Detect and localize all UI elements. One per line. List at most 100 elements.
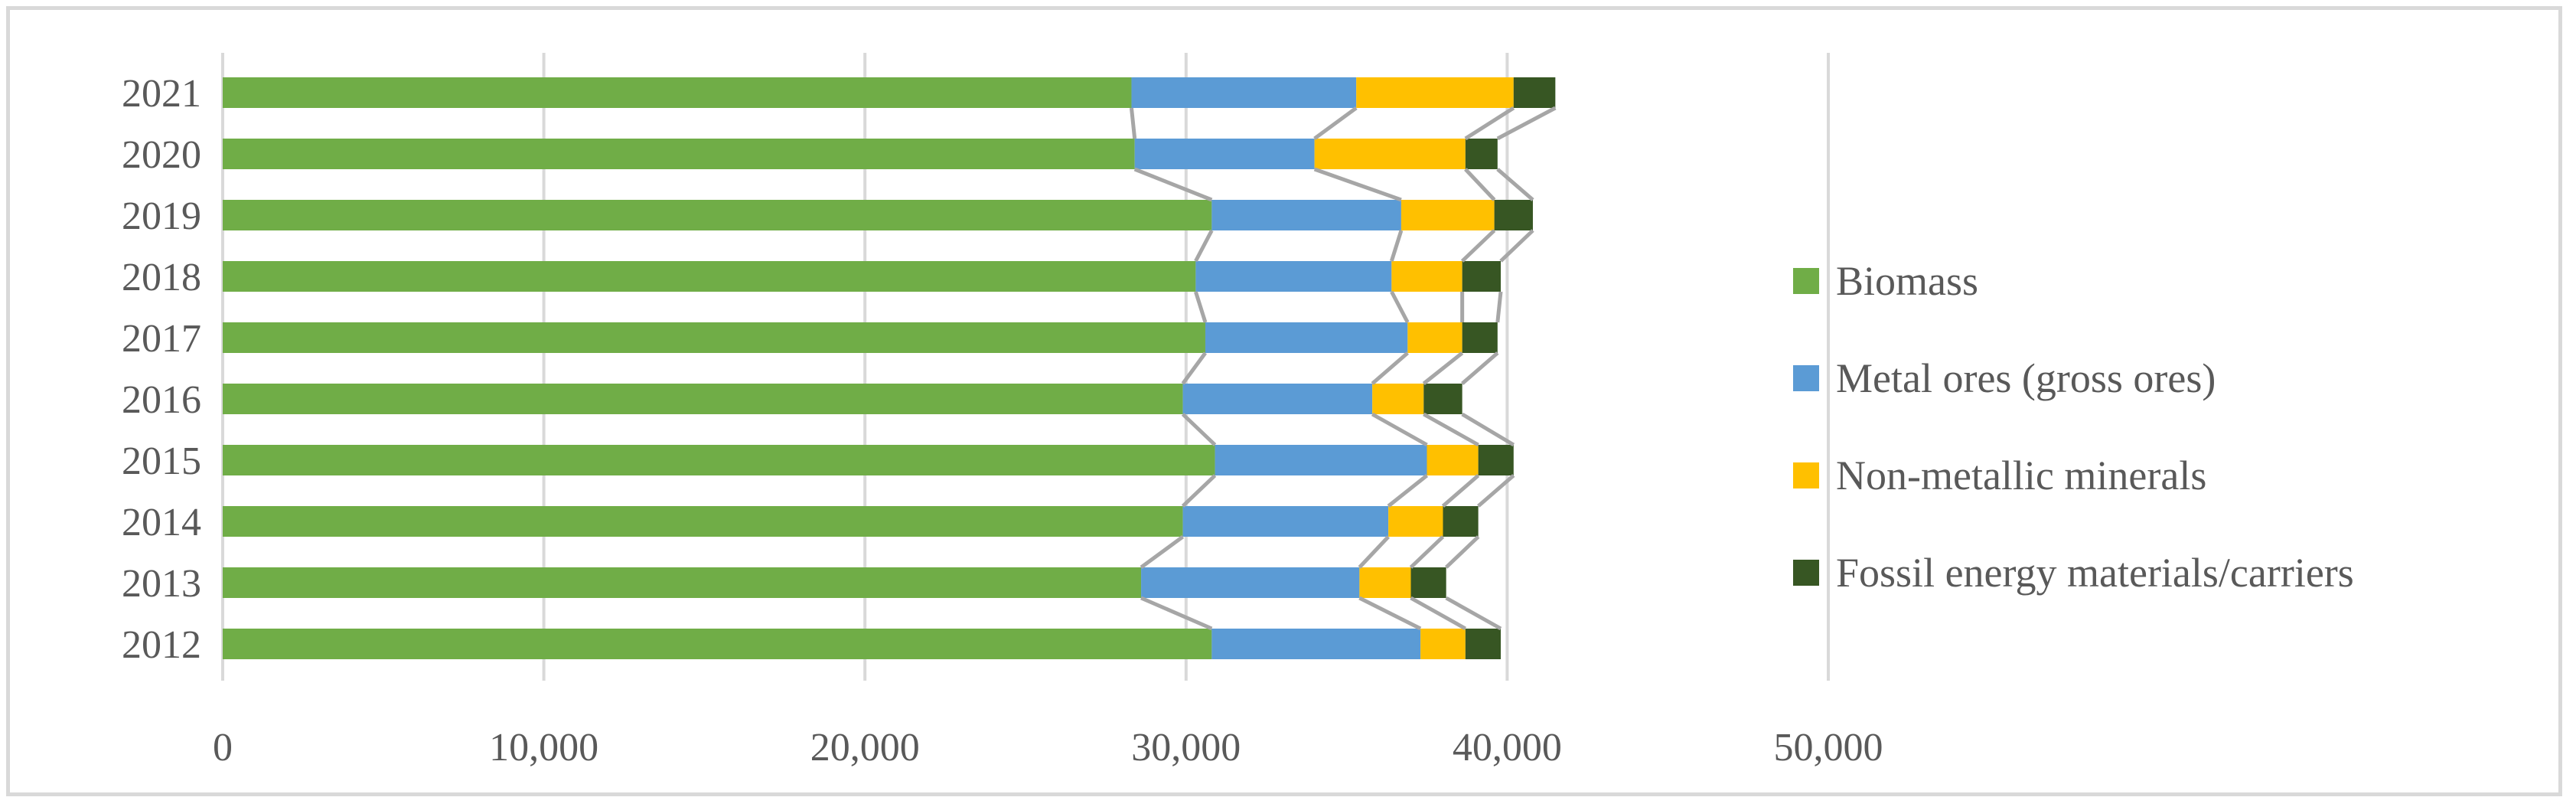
series-line-0-7 <box>1140 534 1185 570</box>
y-tick-label-2014: 2014 <box>122 501 201 544</box>
bar-2018-series-3 <box>1462 261 1502 292</box>
bar-2019-series-1 <box>1211 200 1401 230</box>
series-line-3-2 <box>1499 229 1534 263</box>
series-line-1-7 <box>1358 535 1390 569</box>
chart-frame: 2021 2020 2019 2018 2017 2016 2015 2014 2013 2012… <box>6 6 2562 796</box>
y-tick-label-2019: 2019 <box>122 194 201 238</box>
bar-2015-series-3 <box>1478 445 1514 475</box>
series-line-0-8 <box>1140 596 1213 631</box>
bar-2019-series-3 <box>1494 200 1533 230</box>
legend-label-metal-ores: Metal ores (gross ores) <box>1836 354 2216 401</box>
bar-2012-series-0 <box>223 629 1212 659</box>
series-line-2-8 <box>1410 596 1467 631</box>
bar-2018-series-2 <box>1391 261 1462 292</box>
bar-2021-series-1 <box>1131 77 1357 108</box>
bar-2021-series-0 <box>223 77 1132 108</box>
bar-2015-series-1 <box>1215 445 1427 475</box>
x-tick-label-1: 10,000 <box>489 726 598 769</box>
bar-2017-series-1 <box>1205 322 1408 353</box>
bar-2020-series-3 <box>1465 139 1498 169</box>
legend-swatch-metal-ores <box>1793 364 1819 391</box>
legend-item-biomass: Biomass <box>1793 232 2354 329</box>
bar-2012-series-2 <box>1420 629 1466 659</box>
bar-2020-series-0 <box>223 139 1135 169</box>
series-line-0-5 <box>1181 413 1217 446</box>
bar-2014-series-2 <box>1388 506 1443 537</box>
bar-2017-series-3 <box>1462 322 1498 353</box>
bar-2012-series-3 <box>1465 629 1502 659</box>
legend-label-biomass: Biomass <box>1836 257 1979 304</box>
series-line-0-3 <box>1194 291 1208 323</box>
series-line-1-1 <box>1313 167 1402 202</box>
bar-2017-series-2 <box>1407 322 1462 353</box>
legend: Biomass Metal ores (gross ores) Non-meta… <box>1793 232 2354 621</box>
legend-label-non-metallic-minerals: Non-metallic minerals <box>1836 452 2207 498</box>
series-line-1-0 <box>1313 106 1358 141</box>
bar-2017-series-0 <box>223 322 1205 353</box>
bar-2019-series-2 <box>1400 200 1495 230</box>
y-tick-label-2016: 2016 <box>122 378 201 422</box>
series-line-3-7 <box>1444 535 1480 569</box>
legend-item-non-metallic-minerals: Non-metallic minerals <box>1793 426 2354 524</box>
series-line-3-6 <box>1476 474 1515 508</box>
legend-item-fossil-energy: Fossil energy materials/carriers <box>1793 524 2354 621</box>
series-line-3-0 <box>1496 106 1557 141</box>
bar-2014-series-1 <box>1182 506 1389 537</box>
bar-2020-series-1 <box>1134 139 1315 169</box>
bar-2016-series-1 <box>1182 384 1373 414</box>
series-line-0-2 <box>1194 229 1214 263</box>
series-line-3-8 <box>1445 596 1502 631</box>
legend-label-fossil-energy: Fossil energy materials/carriers <box>1836 549 2354 596</box>
series-line-3-4 <box>1461 351 1499 385</box>
series-line-1-2 <box>1389 230 1404 262</box>
y-tick-label-2017: 2017 <box>122 317 201 361</box>
bar-2016-series-0 <box>223 384 1183 414</box>
y-tick-label-2013: 2013 <box>122 562 201 606</box>
y-tick-label-2012: 2012 <box>122 623 201 667</box>
bar-2013-series-0 <box>223 567 1142 598</box>
chart-plot: 2021 2020 2019 2018 2017 2016 2015 2014 2013 2012… <box>122 53 1883 769</box>
series-line-2-2 <box>1460 229 1496 263</box>
bar-2014-series-0 <box>223 506 1183 537</box>
x-tick-label-3: 30,000 <box>1131 726 1241 769</box>
bar-2014-series-3 <box>1443 506 1479 537</box>
bar-2013-series-3 <box>1410 567 1446 598</box>
bar-2012-series-1 <box>1211 629 1421 659</box>
x-tick-label-0: 0 <box>213 726 233 769</box>
x-tick-label-2: 20,000 <box>810 726 920 769</box>
bar-2020-series-2 <box>1314 139 1466 169</box>
bar-2015-series-2 <box>1427 445 1479 475</box>
y-tick-label-2015: 2015 <box>122 439 201 483</box>
series-line-3-1 <box>1496 168 1534 201</box>
series-line-1-3 <box>1390 290 1410 324</box>
legend-item-metal-ores: Metal ores (gross ores) <box>1793 329 2354 426</box>
series-line-2-4 <box>1422 351 1464 385</box>
series-line-0-4 <box>1181 351 1207 385</box>
bar-2016-series-2 <box>1372 384 1424 414</box>
y-tick-label-2021: 2021 <box>122 72 201 116</box>
bar-2021-series-3 <box>1513 77 1556 108</box>
y-tick-label-2018: 2018 <box>122 256 201 299</box>
bar-2016-series-3 <box>1423 384 1462 414</box>
bar-2013-series-2 <box>1359 567 1411 598</box>
legend-swatch-fossil-energy <box>1793 559 1819 586</box>
bar-2015-series-0 <box>223 445 1215 475</box>
y-tick-label-2020: 2020 <box>122 133 201 177</box>
bar-2019-series-0 <box>223 200 1212 230</box>
series-line-0-6 <box>1181 474 1217 508</box>
x-tick-label-4: 40,000 <box>1453 726 1562 769</box>
bar-2018-series-0 <box>223 261 1196 292</box>
bar-2021-series-2 <box>1356 77 1514 108</box>
x-tick-label-5: 50,000 <box>1774 726 1883 769</box>
series-line-2-5 <box>1423 412 1479 447</box>
series-line-2-6 <box>1441 474 1480 508</box>
series-line-1-4 <box>1371 351 1409 385</box>
legend-swatch-biomass <box>1793 267 1819 294</box>
series-line-1-8 <box>1358 596 1422 631</box>
bar-2018-series-1 <box>1195 261 1392 292</box>
legend-swatch-non-metallic-minerals <box>1793 462 1819 488</box>
series-line-2-0 <box>1464 106 1515 141</box>
series-line-0-0 <box>1129 107 1137 139</box>
series-line-2-1 <box>1464 168 1496 201</box>
series-line-2-7 <box>1409 535 1445 569</box>
